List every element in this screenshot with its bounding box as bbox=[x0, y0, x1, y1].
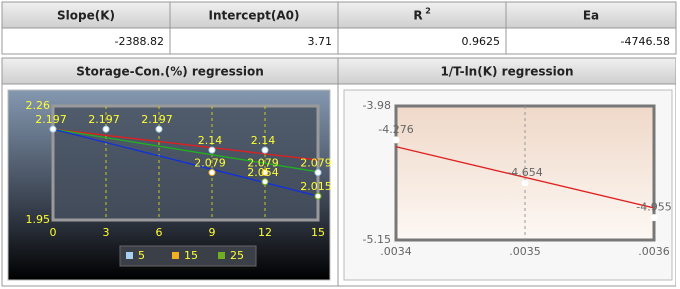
point-label: 2.197 bbox=[141, 113, 173, 126]
x-tick-label: .0035 bbox=[509, 245, 541, 258]
point-label: 2.079 bbox=[300, 157, 332, 170]
trend-line bbox=[52, 128, 319, 173]
point bbox=[49, 125, 57, 133]
point bbox=[392, 136, 400, 144]
header-cell bbox=[1, 1, 171, 29]
table-value: 0.9625 bbox=[462, 35, 501, 48]
legend-swatch bbox=[172, 252, 179, 259]
chart: 1/T-ln(K) regression .0034 .0035 .0036 -5.15… bbox=[337, 57, 676, 287]
point-label: 2.079 bbox=[247, 157, 279, 170]
header-superscript: 2 bbox=[425, 7, 431, 16]
legend-swatch bbox=[126, 252, 133, 259]
point-label: -4.955 bbox=[636, 201, 671, 214]
value-cell bbox=[337, 27, 507, 55]
header-text: Slope(K) bbox=[57, 9, 115, 23]
legend bbox=[119, 245, 257, 267]
value-cell bbox=[1, 27, 171, 55]
y-tick-label: 2.26 bbox=[26, 99, 51, 112]
table-value: -2388.82 bbox=[115, 35, 164, 48]
point-label: 2.197 bbox=[88, 113, 120, 126]
point bbox=[521, 179, 529, 187]
trend-line bbox=[52, 128, 319, 197]
legend-label: 15 bbox=[184, 249, 198, 262]
x-tick-label: 12 bbox=[258, 226, 272, 239]
x-tick-label: .0034 bbox=[380, 245, 412, 258]
point bbox=[314, 192, 322, 200]
chart-title: Storage-Con.(%) regression bbox=[76, 65, 264, 79]
point bbox=[208, 146, 216, 154]
value-cell bbox=[505, 27, 677, 55]
point-label: -4.276 bbox=[378, 123, 413, 136]
point-label: 2.14 bbox=[251, 134, 276, 147]
chart-title: 1/T-ln(K) regression bbox=[440, 65, 573, 79]
y-tick-label: -3.98 bbox=[363, 99, 391, 112]
point-label: -4.654 bbox=[507, 166, 542, 179]
point-label: 2.054 bbox=[247, 166, 279, 179]
x-tick-label: .0036 bbox=[638, 245, 670, 258]
x-tick-label: 15 bbox=[311, 226, 325, 239]
point bbox=[261, 178, 269, 186]
header-text: Ea bbox=[583, 9, 599, 23]
header-text: Intercept(A0) bbox=[209, 9, 300, 23]
point bbox=[314, 169, 322, 177]
legend-swatch bbox=[218, 252, 225, 259]
point bbox=[650, 214, 658, 222]
table-value: 3.71 bbox=[308, 35, 333, 48]
x-tick-label: 3 bbox=[103, 226, 110, 239]
point bbox=[102, 125, 110, 133]
x-tick-label: 6 bbox=[156, 226, 163, 239]
point-label: 2.14 bbox=[198, 134, 223, 147]
chart: Storage-Con.(%) regression 0 3 6 9 12 15 1.95 2.… bbox=[1, 57, 339, 287]
trend-line bbox=[52, 128, 319, 161]
trend-line bbox=[395, 146, 655, 209]
point bbox=[155, 125, 163, 133]
title-cell bbox=[337, 57, 676, 85]
point bbox=[261, 146, 269, 154]
x-tick-label: 0 bbox=[50, 226, 57, 239]
table-value: -4746.58 bbox=[621, 35, 670, 48]
point bbox=[208, 169, 216, 177]
point-label: 2.079 bbox=[194, 157, 226, 170]
legend-label: 25 bbox=[230, 249, 244, 262]
point-label: 2.197 bbox=[35, 113, 67, 126]
y-tick-label: 1.95 bbox=[26, 213, 51, 226]
legend-label: 5 bbox=[138, 249, 145, 262]
y-tick-label: -5.15 bbox=[363, 233, 391, 246]
x-tick-label: 9 bbox=[209, 226, 216, 239]
header-text: R bbox=[413, 9, 422, 23]
point-label: 2.015 bbox=[300, 180, 332, 193]
point bbox=[261, 169, 269, 177]
